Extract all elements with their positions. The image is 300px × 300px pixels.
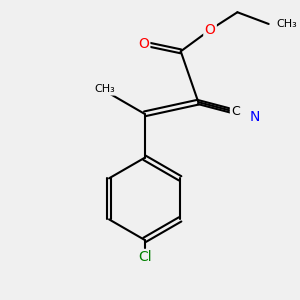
Text: CH₃: CH₃ xyxy=(94,84,115,94)
Text: O: O xyxy=(138,37,149,50)
Text: N: N xyxy=(250,110,260,124)
Text: O: O xyxy=(205,23,215,37)
Text: C: C xyxy=(231,105,240,119)
Text: Cl: Cl xyxy=(138,250,152,265)
Text: CH₃: CH₃ xyxy=(277,19,297,29)
